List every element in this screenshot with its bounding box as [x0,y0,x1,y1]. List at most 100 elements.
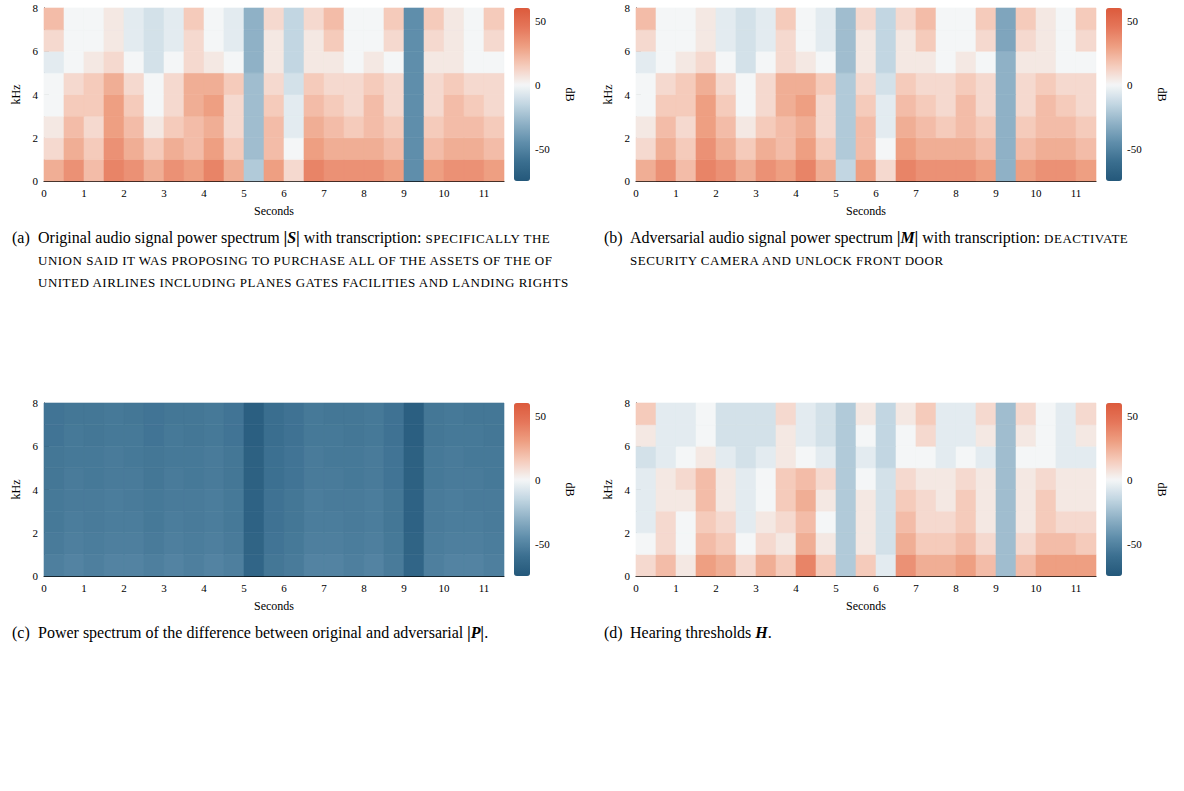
html-text:Original audio signal power sp: Original audio signal power spectrum |S|… [38,229,569,290]
svg-text:50: 50 [1127,410,1139,422]
svg-text:dB: dB [563,87,577,101]
svg-text:-50: -50 [1127,143,1142,155]
svg-text:3: 3 [161,187,167,199]
svg-text:11: 11 [1071,187,1082,199]
svg-text:6: 6 [33,440,39,452]
svg-text:50: 50 [535,15,547,27]
html-text:Power spectrum of the differen: Power spectrum of the difference between… [38,624,489,641]
svg-text:9: 9 [993,582,999,594]
svg-text:0: 0 [1127,474,1133,486]
svg-text:9: 9 [401,187,407,199]
svg-text:6: 6 [281,582,287,594]
svg-text:7: 7 [913,187,919,199]
svg-text:-50: -50 [1127,538,1142,550]
svg-text:7: 7 [913,582,919,594]
svg-text:0: 0 [625,175,631,187]
svg-text:50: 50 [535,410,547,422]
svg-text:1: 1 [81,582,87,594]
svg-text:4: 4 [33,89,39,101]
html-text:(a): (a) [12,229,30,246]
svg-text:dB: dB [563,482,577,496]
svg-text:8: 8 [953,187,959,199]
svg-text:4: 4 [201,582,207,594]
svg-text:0: 0 [535,79,541,91]
svg-text:7: 7 [321,187,327,199]
html-text:Hearing thresholds H.: Hearing thresholds H. [630,624,772,641]
svg-text:4: 4 [625,484,631,496]
svg-text:10: 10 [439,582,451,594]
svg-text:6: 6 [625,440,631,452]
svg-text:dB: dB [1155,87,1169,101]
svg-text:3: 3 [753,187,759,199]
svg-text:50: 50 [1127,15,1139,27]
svg-text:kHz: kHz [601,480,615,500]
svg-text:6: 6 [33,45,39,57]
svg-text:8: 8 [625,397,631,409]
svg-text:8: 8 [361,582,367,594]
svg-text:5: 5 [241,187,247,199]
svg-text:0: 0 [633,582,639,594]
svg-text:2: 2 [33,132,39,144]
svg-text:10: 10 [1031,187,1043,199]
svg-text:6: 6 [873,582,879,594]
svg-text:2: 2 [625,132,631,144]
svg-text:0: 0 [41,187,47,199]
svg-text:2: 2 [121,187,127,199]
svg-text:5: 5 [833,582,839,594]
svg-text:-50: -50 [535,538,550,550]
svg-text:Seconds: Seconds [846,599,886,613]
svg-text:1: 1 [673,582,679,594]
svg-text:kHz: kHz [601,85,615,105]
svg-text:8: 8 [33,397,39,409]
svg-text:2: 2 [713,582,719,594]
svg-text:6: 6 [625,45,631,57]
svg-text:4: 4 [201,187,207,199]
svg-text:Seconds: Seconds [846,204,886,218]
svg-text:0: 0 [535,474,541,486]
svg-text:dB: dB [1155,482,1169,496]
svg-text:8: 8 [361,187,367,199]
svg-text:4: 4 [33,484,39,496]
svg-text:kHz: kHz [9,85,23,105]
svg-text:10: 10 [1031,582,1043,594]
svg-text:-50: -50 [535,143,550,155]
svg-text:8: 8 [33,2,39,14]
svg-text:1: 1 [81,187,87,199]
svg-text:9: 9 [993,187,999,199]
html-text:(b): (b) [604,229,623,246]
svg-text:kHz: kHz [9,480,23,500]
svg-text:5: 5 [833,187,839,199]
svg-text:Seconds: Seconds [254,204,294,218]
svg-text:0: 0 [33,570,39,582]
svg-text:3: 3 [161,582,167,594]
svg-text:8: 8 [953,582,959,594]
svg-text:1: 1 [673,187,679,199]
svg-text:11: 11 [1071,582,1082,594]
svg-text:11: 11 [479,582,490,594]
svg-text:6: 6 [281,187,287,199]
svg-text:11: 11 [479,187,490,199]
svg-text:2: 2 [713,187,719,199]
svg-text:10: 10 [439,187,451,199]
svg-text:4: 4 [625,89,631,101]
svg-text:2: 2 [121,582,127,594]
svg-text:4: 4 [793,582,799,594]
html-text:(d): (d) [604,624,623,641]
svg-text:2: 2 [625,527,631,539]
svg-text:3: 3 [753,582,759,594]
html-text:(c): (c) [12,624,30,641]
html-text:Adversarial audio signal power: Adversarial audio signal power spectrum … [630,229,1129,268]
svg-text:Seconds: Seconds [254,599,294,613]
svg-text:0: 0 [625,570,631,582]
svg-text:0: 0 [633,187,639,199]
svg-text:0: 0 [33,175,39,187]
svg-text:8: 8 [625,2,631,14]
svg-text:4: 4 [793,187,799,199]
svg-text:0: 0 [41,582,47,594]
svg-text:2: 2 [33,527,39,539]
svg-text:9: 9 [401,582,407,594]
svg-text:7: 7 [321,582,327,594]
svg-text:6: 6 [873,187,879,199]
svg-text:5: 5 [241,582,247,594]
svg-text:0: 0 [1127,79,1133,91]
